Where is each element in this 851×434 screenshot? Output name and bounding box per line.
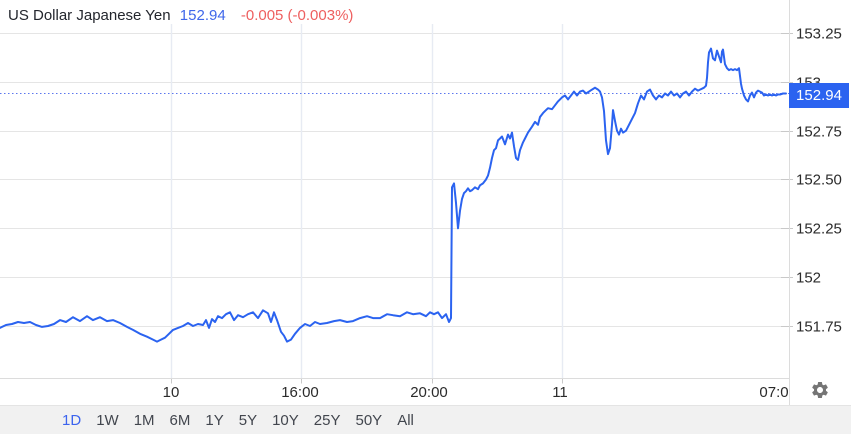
x-axis-label: 10 xyxy=(163,384,180,401)
range-button-1y[interactable]: 1Y xyxy=(205,411,224,429)
range-button-all[interactable]: All xyxy=(397,411,414,429)
y-axis-label: 152.75 xyxy=(796,124,842,141)
range-button-1w[interactable]: 1W xyxy=(96,411,119,429)
current-price-badge: 152.94 xyxy=(789,83,849,108)
x-axis-label: 20:00 xyxy=(410,384,448,401)
x-axis-label: 16:00 xyxy=(281,384,319,401)
last-price: 152.94 xyxy=(179,7,226,24)
price-change: -0.005 (-0.003%) xyxy=(240,7,354,24)
range-button-10y[interactable]: 10Y xyxy=(272,411,299,429)
chart-settings-button[interactable] xyxy=(810,380,830,400)
gear-icon xyxy=(812,382,828,398)
instrument-title: US Dollar Japanese Yen xyxy=(8,7,171,24)
time-range-toolbar: 1D 1W 1M 6M 1Y 5Y 10Y 25Y 50Y All xyxy=(0,405,851,434)
range-button-6m[interactable]: 6M xyxy=(169,411,191,429)
range-button-50y[interactable]: 50Y xyxy=(355,411,383,429)
y-axis-label: 152.50 xyxy=(796,172,842,189)
x-axis-label: 11 xyxy=(552,384,568,401)
y-axis-label: 153.25 xyxy=(796,26,842,43)
y-axis-label: 152 xyxy=(796,270,821,287)
range-button-25y[interactable]: 25Y xyxy=(313,411,341,429)
range-button-5y[interactable]: 5Y xyxy=(238,411,258,429)
chart-header: US Dollar Japanese Yen 152.94 -0.005 (-0… xyxy=(8,7,353,24)
y-axis-label: 151.75 xyxy=(796,319,842,336)
y-axis-label: 152.25 xyxy=(796,221,842,238)
price-line[interactable] xyxy=(0,47,787,343)
range-button-1m[interactable]: 1M xyxy=(133,411,155,429)
price-chart-canvas[interactable]: 153.25153152.75152.50152.25152151.751016… xyxy=(0,0,851,405)
range-button-1d[interactable]: 1D xyxy=(62,411,82,429)
x-axis-label: 07:0 xyxy=(759,384,788,401)
